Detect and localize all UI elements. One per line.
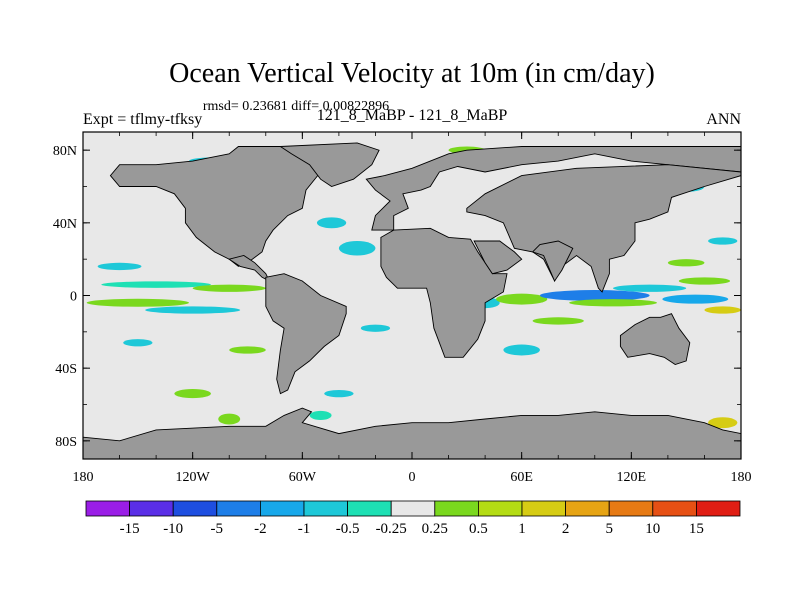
anomaly-patch	[174, 389, 211, 399]
anomaly-patch	[667, 259, 705, 267]
anomaly-patch	[496, 293, 548, 305]
season-label: ANN	[706, 111, 741, 128]
anomaly-patch	[532, 317, 584, 325]
y-tick-label: 0	[70, 290, 77, 305]
colorbar: -15 -10 -5 -2 -1 -0.5 -0.25 0.25 0.5 1 2 5 10 15	[85, 500, 741, 537]
anomaly-patch	[613, 284, 687, 292]
colorbar-swatch	[172, 500, 218, 517]
colorbar-label: 15	[689, 521, 704, 537]
x-tick-label: 60W	[289, 470, 317, 485]
chart-title: Ocean Vertical Velocity at 10m (in cm/da…	[169, 58, 655, 89]
anomaly-patch	[503, 344, 540, 356]
experiment-label: Expt = tflmy-tfksy	[83, 111, 202, 128]
colorbar-swatch	[521, 500, 566, 517]
land-eurasia	[365, 146, 741, 231]
anomaly-patch	[324, 389, 354, 398]
y-tick-label: 80S	[55, 435, 77, 450]
colorbar-label: -0.5	[336, 521, 360, 537]
anomaly-patch	[97, 262, 142, 271]
land-south-america	[265, 273, 347, 395]
colorbar-label: -5	[211, 521, 224, 537]
colorbar-swatch	[390, 500, 436, 517]
land-north-america	[109, 146, 340, 267]
colorbar-swatch	[696, 500, 741, 517]
colorbar-swatch	[129, 500, 174, 517]
land-asia-south	[466, 164, 741, 293]
colorbar-label: 1	[518, 521, 526, 537]
land-australia	[619, 313, 691, 365]
anomaly-patch	[704, 306, 741, 314]
anomaly-patch	[338, 241, 376, 256]
y-tick-label: 80N	[53, 144, 77, 159]
map-plot-area: 180 120W 60W 0 60E 120E 180 80N 40N 0 40S 80S	[53, 131, 752, 485]
colorbar-swatch	[434, 500, 479, 517]
anomaly-patch	[678, 277, 731, 285]
colorbar-swatch	[565, 500, 610, 517]
x-tick-label: 120E	[617, 470, 647, 485]
anomaly-patch	[708, 417, 738, 429]
colorbar-label: 0.25	[422, 521, 448, 537]
colorbar-swatch	[347, 500, 392, 517]
anomaly-patch	[708, 237, 738, 245]
y-tick-label: 40N	[53, 217, 77, 232]
x-tick-label: 180	[73, 470, 94, 485]
case-comparison-label: 121_8_MaBP - 121_8_MaBP	[317, 107, 508, 124]
colorbar-label: 2	[562, 521, 570, 537]
anomaly-patch	[360, 324, 391, 332]
x-tick-label: 60E	[510, 470, 533, 485]
colorbar-label: 10	[645, 521, 660, 537]
colorbar-label: 0.5	[469, 521, 488, 537]
anomaly-patch	[569, 299, 657, 307]
anomaly-patch	[86, 298, 190, 307]
colorbar-label: -1	[298, 521, 311, 537]
anomaly-patch	[229, 346, 266, 354]
land-india	[531, 240, 574, 282]
land-greenland	[279, 142, 380, 187]
colorbar-swatch	[652, 500, 697, 517]
anomaly-patch	[316, 217, 347, 229]
land-antarctica	[83, 407, 741, 459]
colorbar-swatch	[477, 500, 523, 517]
anomaly-patch	[145, 306, 241, 314]
y-tick-label: 40S	[55, 362, 77, 377]
colorbar-swatch	[216, 500, 261, 517]
anomaly-patch	[101, 281, 211, 288]
colorbar-swatch	[85, 500, 130, 517]
land-arabia	[473, 240, 523, 275]
colorbar-label: -0.25	[376, 521, 407, 537]
colorbar-label: -10	[163, 521, 183, 537]
colorbar-swatch	[303, 500, 348, 517]
colorbar-swatch	[259, 500, 305, 517]
chart-subtitle: rmsd= 0.23681 diff= 0.00822896	[203, 99, 389, 114]
anomaly-patch	[662, 294, 729, 304]
colorbar-swatch	[608, 500, 654, 517]
anomaly-patch	[192, 284, 266, 292]
x-tick-label: 180	[731, 470, 752, 485]
x-tick-label: 120W	[176, 470, 211, 485]
colorbar-label: 5	[605, 521, 613, 537]
anomaly-patch	[309, 410, 332, 420]
colorbar-label: -2	[254, 521, 267, 537]
anomaly-patch	[218, 413, 241, 425]
anomaly-patch	[539, 290, 650, 301]
x-tick-label: 0	[409, 470, 416, 485]
land-africa	[380, 227, 508, 358]
colorbar-label: -15	[120, 521, 140, 537]
anomaly-patch	[123, 339, 153, 347]
